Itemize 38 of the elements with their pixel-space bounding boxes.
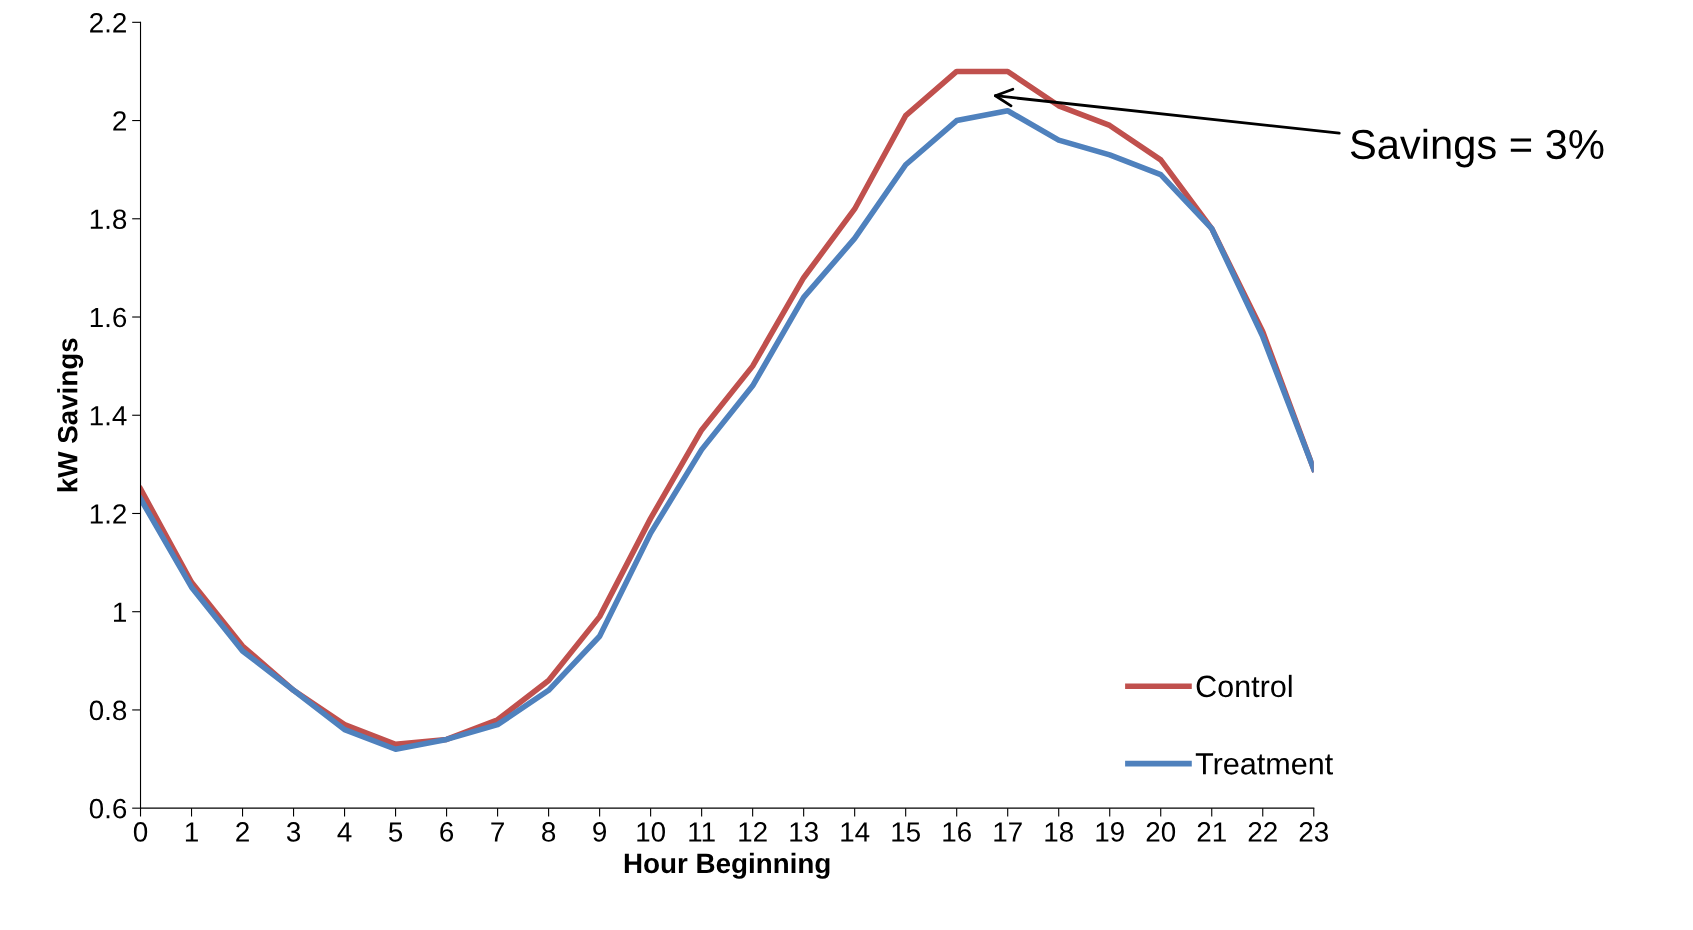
- legend-label: Treatment: [1195, 753, 1333, 775]
- y-tick-label: 1.4: [90, 406, 127, 426]
- x-tick-label: 7: [491, 822, 504, 842]
- y-tick-label: 0.6: [89, 798, 127, 819]
- x-tick-label: 17: [994, 822, 1022, 842]
- x-tick-label: 20: [1146, 822, 1176, 842]
- legend-label: Control: [1196, 674, 1292, 698]
- x-tick-label: 12: [739, 822, 767, 842]
- x-tick-label: 5: [388, 822, 403, 842]
- x-tick-label: 10: [637, 822, 665, 842]
- x-tick-label: 18: [1045, 822, 1073, 842]
- x-tick-label: 8: [542, 822, 556, 842]
- x-tick-label: 9: [593, 822, 607, 842]
- y-tick-label: 1: [114, 602, 126, 622]
- y-axis-title: kW Savings: [57, 338, 84, 492]
- x-tick-label: 0: [133, 822, 148, 842]
- x-tick-label: 6: [440, 822, 454, 842]
- y-tick-label: 1.2: [90, 504, 126, 524]
- y-tick-label: 1.8: [90, 209, 127, 230]
- x-tick-label: 1: [185, 822, 198, 842]
- y-tick-label: 2.2: [90, 12, 126, 33]
- x-tick-label: 14: [841, 822, 870, 842]
- x-tick-label: 23: [1299, 822, 1328, 842]
- x-tick-label: 3: [286, 822, 301, 842]
- x-tick-label: 16: [943, 822, 971, 842]
- y-tick-label: 2: [113, 111, 126, 131]
- x-axis-title: Hour Beginning: [624, 852, 830, 879]
- x-tick-label: 19: [1096, 822, 1124, 842]
- x-tick-label: 11: [689, 822, 715, 842]
- x-tick-label: 22: [1248, 822, 1277, 842]
- x-tick-label: 4: [337, 822, 352, 842]
- x-tick-label: 13: [790, 822, 818, 842]
- x-tick-label: 21: [1197, 822, 1226, 842]
- text: Savings = 3%: [1350, 128, 1604, 168]
- x-tick-label: 15: [892, 822, 920, 842]
- y-tick-label: 0.8: [89, 700, 127, 721]
- y-tick-label: 1.6: [90, 307, 127, 328]
- x-tick-label: 2: [236, 822, 249, 842]
